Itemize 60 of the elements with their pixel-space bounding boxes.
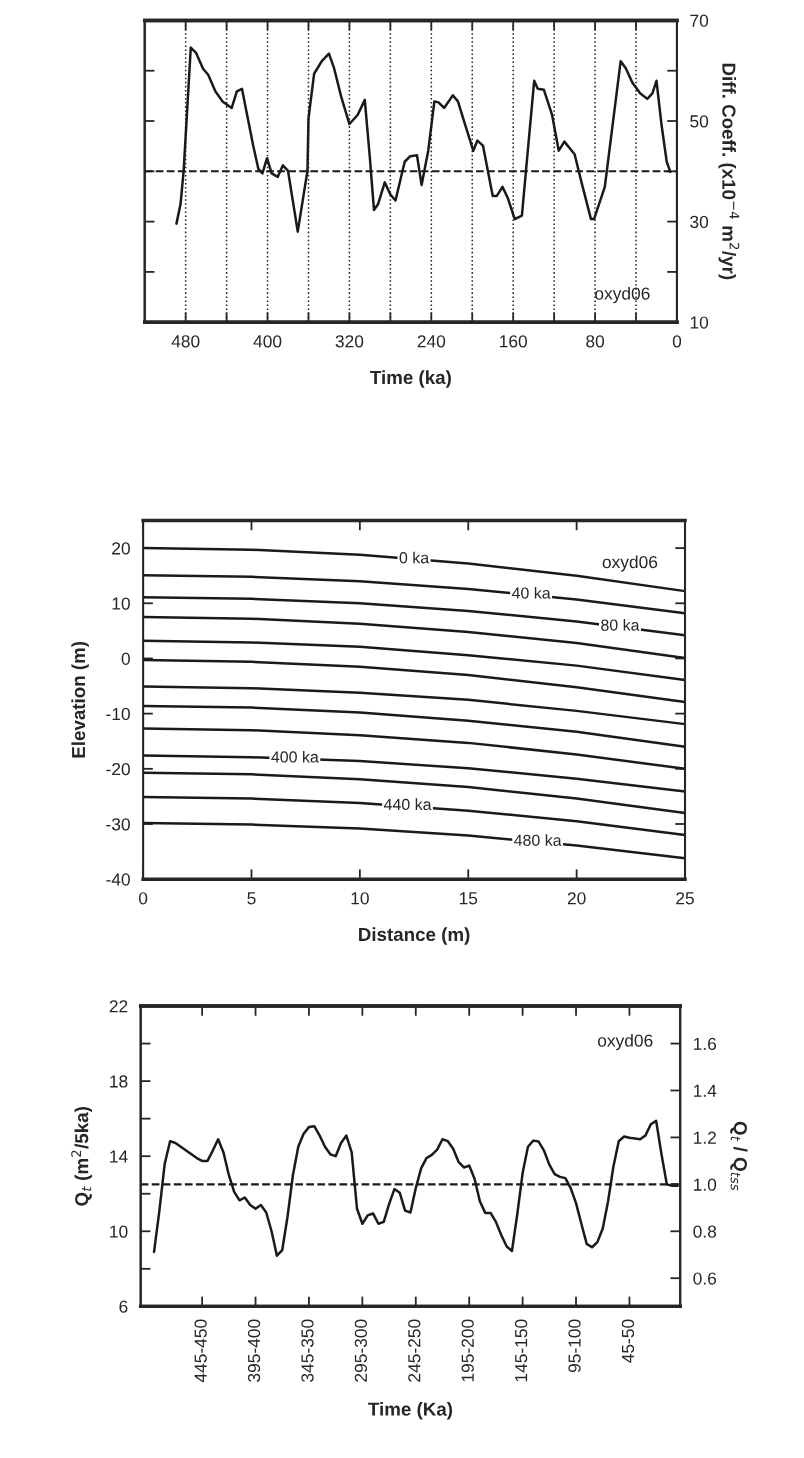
x-tick-label: 10 — [351, 892, 369, 905]
y2-tick-label: 1.0 — [694, 1178, 717, 1191]
x-tick-label: 5 — [247, 892, 256, 905]
x-tick-label: 160 — [500, 335, 527, 348]
x-axis-title: Distance (m) — [359, 927, 470, 945]
y-tick-label: 20 — [112, 542, 130, 555]
x-tick-label: 295-300 — [354, 1319, 368, 1382]
x-axis-title: Time (ka) — [370, 370, 451, 388]
y2-tick-label: 0.8 — [693, 1225, 717, 1238]
annotation: oxyd06 — [595, 286, 650, 304]
x-tick-label: 240 — [417, 335, 446, 348]
y2-tick-label: 30 — [690, 215, 709, 229]
annotation: oxyd06 — [597, 1033, 653, 1051]
y-tick-label: 18 — [110, 1075, 128, 1088]
y2-axis-title: Diff. Coeff. (x10$^{−4}$ m$^{2}$/yr) — [718, 63, 740, 280]
annotation: 440 ka — [383, 798, 432, 811]
x-tick-label: 320 — [335, 335, 364, 348]
y-tick-label: 10 — [110, 1225, 128, 1238]
y2-tick-label: 1.6 — [694, 1037, 717, 1051]
annotation: 40 ka — [511, 587, 551, 599]
x-tick-label: 400 — [253, 335, 282, 348]
annotation: 0 ka — [399, 551, 430, 564]
annotation: oxyd06 — [602, 555, 658, 572]
y-tick-label: -40 — [106, 873, 130, 886]
x-axis-title: Time (Ka) — [368, 1402, 453, 1420]
y-tick-label: 10 — [112, 597, 130, 610]
x-tick-label: 80 — [586, 335, 605, 348]
y2-tick-label: 70 — [690, 14, 709, 27]
y2-tick-label: 50 — [690, 115, 709, 128]
y2-tick-label: 1.2 — [694, 1131, 716, 1144]
y-tick-label: 14 — [110, 1150, 128, 1163]
y-tick-label: -30 — [106, 818, 130, 831]
x-tick-label: 395-400 — [247, 1319, 261, 1382]
x-tick-label: 0 — [672, 335, 682, 348]
x-tick-label: 345-350 — [301, 1319, 314, 1382]
x-tick-label: 20 — [567, 892, 586, 905]
annotation: 480 ka — [514, 834, 562, 846]
y-axis-title: Elevation (m) — [71, 641, 89, 758]
y-tick-label: 0 — [121, 652, 130, 665]
y-tick-label: 22 — [109, 1000, 128, 1013]
x-tick-label: 445-450 — [194, 1319, 207, 1383]
y2-tick-label: 1.4 — [694, 1084, 717, 1097]
annotation: 80 ka — [601, 619, 640, 631]
x-tick-label: 25 — [676, 892, 694, 905]
x-tick-label: 245-250 — [408, 1319, 421, 1382]
y2-tick-label: 10 — [690, 316, 709, 329]
annotation: 400 ka — [271, 750, 319, 763]
x-tick-label: 0 — [138, 892, 148, 905]
y-tick-label: -20 — [106, 762, 130, 776]
y-tick-label: 6 — [119, 1300, 128, 1313]
x-tick-label: 45-50 — [621, 1319, 635, 1363]
y2-tick-label: 0.6 — [693, 1272, 717, 1285]
x-tick-label: 15 — [459, 892, 478, 905]
x-tick-label: 95-100 — [568, 1319, 581, 1373]
y2-axis-title: Q$_{t}$ / Q$_{tss}$ — [730, 1121, 748, 1191]
x-tick-label: 145-150 — [514, 1319, 528, 1382]
x-tick-label: 480 — [171, 335, 200, 348]
y-axis-title: Q$_{t}$ (m$^{2}$/5ka) — [71, 1107, 93, 1206]
x-tick-label: 195-200 — [461, 1319, 474, 1382]
y-tick-label: -10 — [106, 707, 130, 721]
